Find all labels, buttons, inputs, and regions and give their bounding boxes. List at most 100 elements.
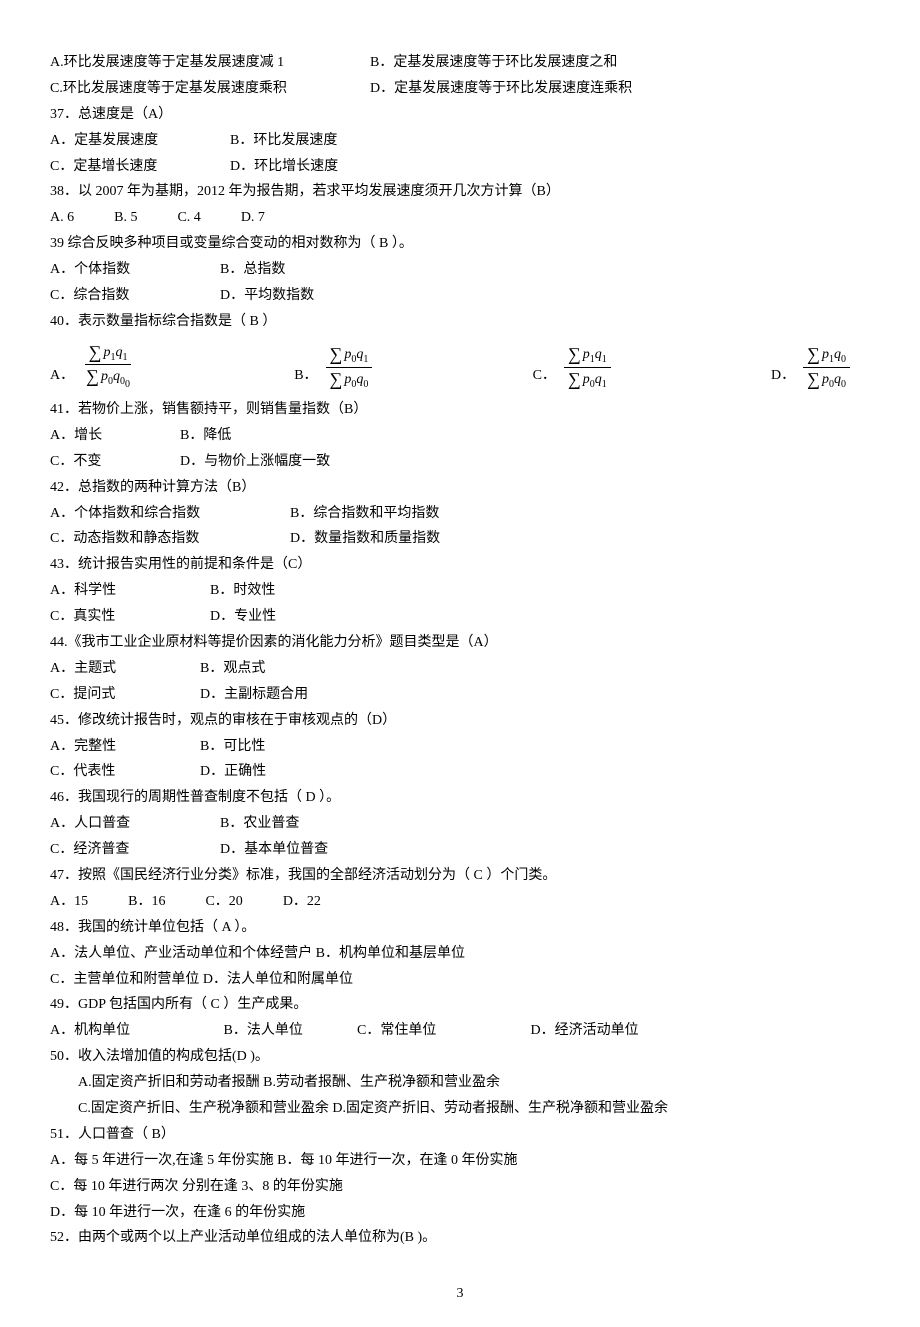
q45-opt-a: A．完整性 [50,734,200,760]
q41-opts-row2: C．不变 D．与物价上涨幅度一致 [50,449,870,475]
q40-a-fraction: ∑p1q1 ∑p0q00 [82,341,134,391]
q37-opt-a: A．定基发展速度 [50,128,230,154]
q47-opt-d: D．22 [283,889,321,915]
page-number: 3 [50,1281,870,1307]
q40-opt-b: B． ∑p0q1 ∑p0q0 [294,343,372,391]
q48-opts-line1: A．法人单位、产业活动单位和个体经营户 B．机构单位和基层单位 [50,941,870,967]
q38-stem: 38．以 2007 年为基期，2012 年为报告期，若求平均发展速度须开几次方计… [50,179,870,205]
q38-opt-d: D. 7 [241,205,265,231]
q43-opt-d: D．专业性 [210,604,276,630]
q49-opt-c: C．常住单位 [357,1018,527,1044]
q44-opts-row1: A．主题式 B．观点式 [50,656,870,682]
q40-a-label: A． [50,363,74,391]
q36-opts-row2: C.环比发展速度等于定基发展速度乘积 D．定基发展速度等于环比发展速度连乘积 [50,76,870,102]
q43-stem: 43．统计报告实用性的前提和条件是（C） [50,552,870,578]
q46-opts-row2: C．经济普查 D．基本单位普查 [50,837,870,863]
q50-opts-line1: A.固定资产折旧和劳动者报酬 B.劳动者报酬、生产税净额和营业盈余 [50,1070,870,1096]
q47-stem: 47．按照《国民经济行业分类》标准，我国的全部经济活动划分为（ C ）个门类。 [50,863,870,889]
q38-opt-b: B. 5 [114,205,137,231]
q46-opt-a: A．人口普查 [50,811,220,837]
q36-opt-a: A.环比发展速度等于定基发展速度减 1 [50,50,370,76]
q52-stem: 52．由两个或两个以上产业活动单位组成的法人单位称为(B )。 [50,1225,870,1251]
q42-opt-b: B．综合指数和平均指数 [290,501,439,527]
q43-opt-c: C．真实性 [50,604,210,630]
q43-opts-row2: C．真实性 D．专业性 [50,604,870,630]
q40-d-fraction: ∑p1q0 ∑p0q0 [803,343,850,391]
q45-opt-c: C．代表性 [50,759,200,785]
q38-opt-a: A. 6 [50,205,74,231]
q42-opts-row2: C．动态指数和静态指数 D．数量指数和质量指数 [50,526,870,552]
q45-stem: 45．修改统计报告时，观点的审核在于审核观点的（D） [50,708,870,734]
q44-stem: 44.《我市工业企业原材料等提价因素的消化能力分析》题目类型是（A） [50,630,870,656]
q44-opts-row2: C．提问式 D．主副标题合用 [50,682,870,708]
q46-stem: 46．我国现行的周期性普查制度不包括（ D ）。 [50,785,870,811]
q39-stem: 39 综合反映多种项目或变量综合变动的相对数称为（ B ）。 [50,231,870,257]
q37-stem: 37．总速度是（A） [50,102,870,128]
q36-opt-c: C.环比发展速度等于定基发展速度乘积 [50,76,370,102]
q42-opt-c: C．动态指数和静态指数 [50,526,290,552]
q41-opt-b: B．降低 [180,423,231,449]
q39-opt-c: C．综合指数 [50,283,220,309]
q51-stem: 51．人口普查（ B） [50,1122,870,1148]
q40-d-label: D． [771,363,795,391]
q42-opt-d: D．数量指数和质量指数 [290,526,440,552]
q51-opts-line1: A．每 5 年进行一次,在逢 5 年份实施 B．每 10 年进行一次，在逢 0 … [50,1148,870,1174]
q36-opt-b: B．定基发展速度等于环比发展速度之和 [370,50,870,76]
q49-opt-d: D．经济活动单位 [531,1023,639,1038]
q37-opts-row2: C．定基增长速度 D．环比增长速度 [50,154,870,180]
q36-opt-d: D．定基发展速度等于环比发展速度连乘积 [370,76,870,102]
q48-opts-line2: C．主营单位和附营单位 D．法人单位和附属单位 [50,967,870,993]
q40-opt-a: A． ∑p1q1 ∑p0q00 [50,341,134,391]
q40-c-fraction: ∑p1q1 ∑p0q1 [564,343,611,391]
q45-opts-row1: A．完整性 B．可比性 [50,734,870,760]
q46-opts-row1: A．人口普查 B．农业普查 [50,811,870,837]
q40-c-label: C． [533,363,556,391]
q44-opt-a: A．主题式 [50,656,200,682]
q37-opts-row1: A．定基发展速度 B．环比发展速度 [50,128,870,154]
q37-opt-b: B．环比发展速度 [230,128,337,154]
q49-opts: A．机构单位 B．法人单位 C．常住单位 D．经济活动单位 [50,1018,870,1044]
q41-opts-row1: A．增长 B．降低 [50,423,870,449]
q38-opt-c: C. 4 [177,205,200,231]
q40-b-label: B． [294,363,317,391]
q43-opts-row1: A．科学性 B．时效性 [50,578,870,604]
q41-stem: 41．若物价上涨，销售额持平，则销售量指数（B） [50,397,870,423]
q47-opt-a: A．15 [50,889,88,915]
q43-opt-a: A．科学性 [50,578,210,604]
q39-opt-d: D．平均数指数 [220,283,314,309]
q44-opt-d: D．主副标题合用 [200,682,308,708]
q44-opt-b: B．观点式 [200,656,265,682]
q42-opt-a: A．个体指数和综合指数 [50,501,290,527]
q51-opts-line3: D．每 10 年进行一次，在逢 6 的年份实施 [50,1200,870,1226]
q45-opt-b: B．可比性 [200,734,265,760]
q39-opts-row1: A．个体指数 B．总指数 [50,257,870,283]
q37-opt-d: D．环比增长速度 [230,154,338,180]
q49-stem: 49．GDP 包括国内所有（ C ）生产成果。 [50,992,870,1018]
q49-opt-b: B．法人单位 [224,1018,354,1044]
q50-opts-line2: C.固定资产折旧、生产税净额和营业盈余 D.固定资产折旧、劳动者报酬、生产税净额… [50,1096,870,1122]
q42-stem: 42．总指数的两种计算方法（B） [50,475,870,501]
q46-opt-b: B．农业普查 [220,811,299,837]
q50-stem: 50．收入法增加值的构成包括(D )。 [50,1044,870,1070]
q41-opt-c: C．不变 [50,449,180,475]
q40-opt-c: C． ∑p1q1 ∑p0q1 [533,343,611,391]
q47-opt-b: B．16 [128,889,165,915]
q49-opt-a: A．机构单位 [50,1018,220,1044]
q39-opt-b: B．总指数 [220,257,285,283]
q48-stem: 48．我国的统计单位包括（ A ）。 [50,915,870,941]
q51-opts-line2: C．每 10 年进行两次 分别在逢 3、8 的年份实施 [50,1174,870,1200]
q46-opt-d: D．基本单位普查 [220,837,328,863]
q38-opts: A. 6 B. 5 C. 4 D. 7 [50,205,870,231]
q44-opt-c: C．提问式 [50,682,200,708]
q43-opt-b: B．时效性 [210,578,275,604]
q45-opt-d: D．正确性 [200,759,266,785]
q39-opts-row2: C．综合指数 D．平均数指数 [50,283,870,309]
q41-opt-d: D．与物价上涨幅度一致 [180,449,330,475]
q40-stem: 40．表示数量指标综合指数是（ B ） [50,309,870,335]
q40-opt-d: D． ∑p1q0 ∑p0q0 [771,343,850,391]
q46-opt-c: C．经济普查 [50,837,220,863]
q45-opts-row2: C．代表性 D．正确性 [50,759,870,785]
q41-opt-a: A．增长 [50,423,180,449]
q40-b-fraction: ∑p0q1 ∑p0q0 [326,343,373,391]
q47-opt-c: C．20 [205,889,242,915]
